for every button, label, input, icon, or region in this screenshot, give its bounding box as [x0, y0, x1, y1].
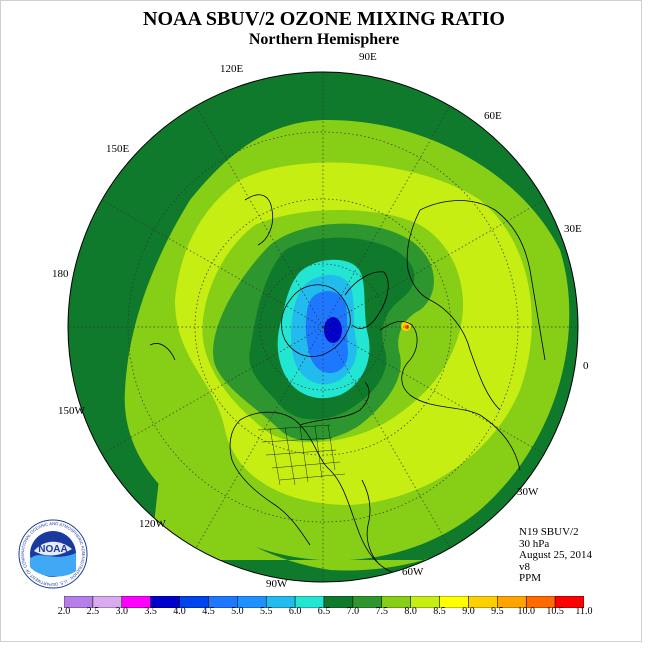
colorbar-tick-label: 5.0	[231, 606, 244, 617]
info-block: N19 SBUV/2 30 hPa August 25, 2014 v8 PPM	[519, 526, 593, 585]
colorbar-tick-label: 10.0	[517, 606, 535, 617]
colorbar-labels: 2.0 2.5 3.0 3.5 4.0 4.5 5.0 5.5 6.0 6.5 7.0 7.5 8.0 8…	[0, 606, 648, 620]
info-date: August 25, 2014	[519, 549, 593, 561]
lon-label-180: 180	[52, 268, 69, 280]
lon-label-30w: 30W	[517, 486, 539, 498]
lon-label-60e: 60E	[484, 110, 502, 122]
info-units: PPM	[519, 572, 542, 584]
colorbar-tick-label: 3.5	[144, 606, 157, 617]
us-states	[257, 424, 346, 486]
colorbar-tick-label: 10.5	[546, 606, 564, 617]
colorbar-tick-label: 4.5	[202, 606, 215, 617]
lon-label-150w: 150W	[58, 405, 85, 417]
lon-label-120w: 120W	[139, 518, 166, 530]
colorbar-tick-label: 6.0	[288, 606, 302, 617]
colorbar-tick-label: 7.5	[375, 606, 389, 617]
colorbar-tick-label: 11.0	[575, 606, 593, 617]
page-subtitle: Northern Hemisphere	[248, 31, 400, 48]
lon-label-150e: 150E	[106, 143, 130, 155]
lon-label-120e: 120E	[220, 63, 244, 75]
lon-label-90e: 90E	[359, 51, 377, 63]
colorbar-swatch	[554, 596, 584, 608]
lon-label-30e: 30E	[564, 223, 582, 235]
colorbar-tick-label: 2.0	[57, 606, 71, 617]
colorbar	[64, 596, 584, 608]
colorbar-tick-label: 7.0	[346, 606, 360, 617]
info-satellite: N19 SBUV/2	[519, 526, 579, 538]
noaa-logo-text: NOAA	[38, 544, 67, 555]
colorbar-tick-label: 3.0	[115, 606, 129, 617]
colorbar-tick-label: 4.0	[173, 606, 186, 617]
coastlines	[149, 194, 546, 576]
page-title: NOAA SBUV/2 OZONE MIXING RATIO	[143, 8, 505, 30]
colorbar-tick-label: 9.5	[491, 606, 504, 617]
colorbar-tick-label: 6.5	[317, 606, 331, 617]
lon-label-90w: 90W	[266, 578, 288, 590]
noaa-logo: NOAA NATIONAL OCEANIC AND ATMOSPHERIC AD…	[18, 519, 88, 589]
colorbar-tick-label: 9.0	[462, 606, 475, 617]
ozone-core	[324, 317, 342, 343]
colorbar-tick-label: 8.5	[433, 606, 446, 617]
colorbar-tick-label: 8.0	[404, 606, 417, 617]
colorbar-tick-label: 5.5	[259, 606, 273, 617]
lon-label-60w: 60W	[402, 566, 424, 578]
info-level: 30 hPa	[519, 537, 550, 550]
graticule	[68, 72, 578, 582]
info-version: v8	[519, 560, 530, 573]
map-boundary	[67, 71, 579, 583]
colorbar-tick-label: 2.5	[86, 606, 100, 617]
lon-label-0: 0	[583, 360, 589, 372]
